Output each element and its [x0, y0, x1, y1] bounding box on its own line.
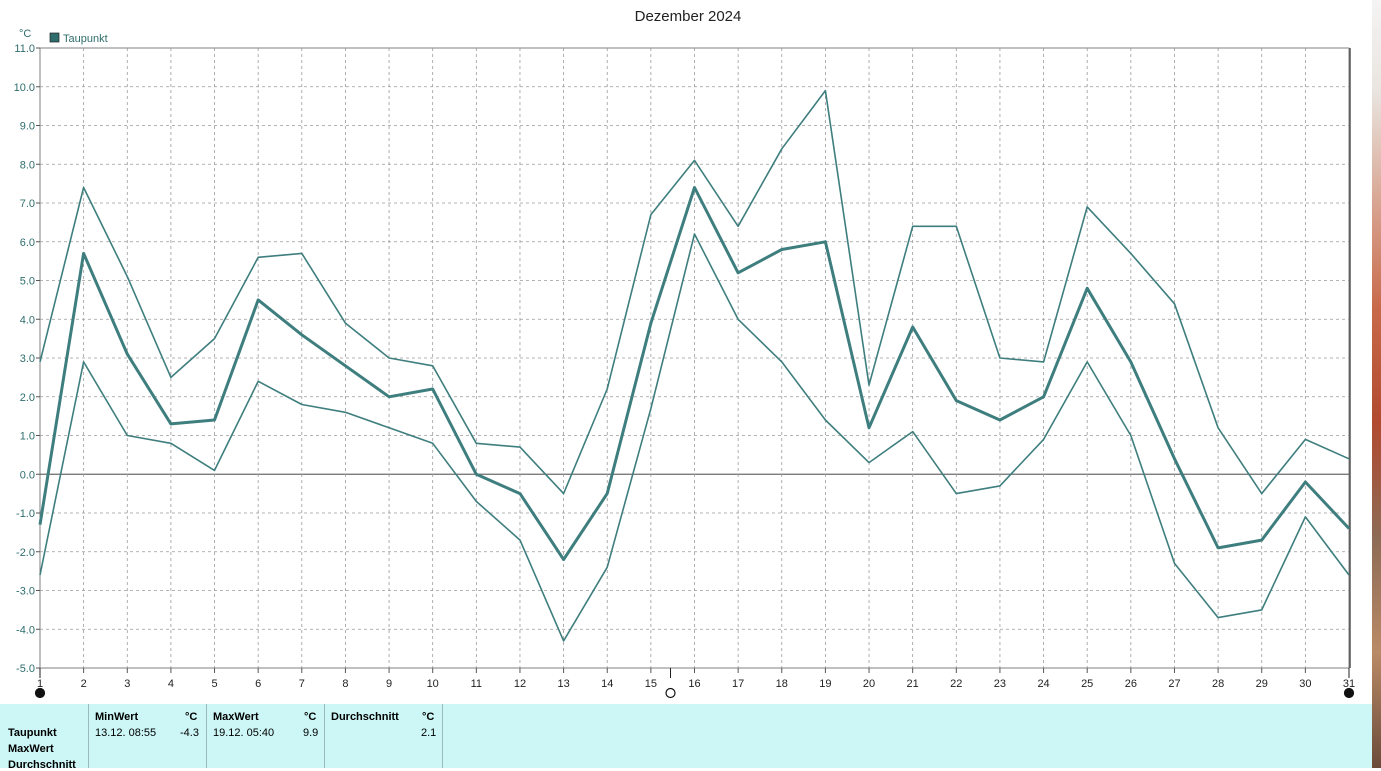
y-tick-label: -3.0	[16, 586, 35, 598]
min-date: 13.12. 08:55	[95, 727, 157, 739]
y-tick-label: -5.0	[16, 663, 35, 675]
chart-title: Dezember 2024	[635, 8, 742, 25]
max-date: 19.12. 05:40	[213, 727, 275, 739]
moon-phase-marker-filled	[34, 687, 46, 699]
x-tick-label: 9	[386, 678, 392, 690]
x-tick-label: 3	[124, 678, 130, 690]
x-tick-label: 18	[776, 678, 788, 690]
x-tick-label: 11	[471, 678, 482, 690]
y-tick-label: 7.0	[20, 198, 35, 210]
x-tick-label: 10	[427, 678, 439, 690]
series-line-min	[39, 233, 1350, 642]
x-tick-label: 7	[299, 678, 305, 690]
max-column: MaxWert °C 19.12. 05:40 9.9	[206, 704, 324, 768]
y-tick-label: 5.0	[20, 276, 35, 288]
x-tick-label: 29	[1256, 678, 1268, 690]
x-tick-label: 12	[514, 678, 526, 690]
x-tick-label: 6	[255, 678, 261, 690]
max-header: MaxWert	[213, 711, 259, 723]
x-tick-label: 30	[1299, 678, 1311, 690]
y-tick-labels: 11.0 10.0 9.0 8.0 7.0 6.0 5.0 4.0 3.0 2.0 1.0 0.0 -1…	[14, 43, 35, 675]
x-tick-label: 31	[1343, 678, 1355, 690]
y-tick-label: -1.0	[16, 508, 35, 520]
y-tick-label: 4.0	[20, 314, 35, 326]
x-tick-label: 14	[601, 678, 613, 690]
statistics-table: Taupunkt MaxWert Durchschnitt MinWert °C…	[0, 704, 1372, 771]
y-tick-label: 8.0	[20, 159, 35, 171]
avg-header: Durchschnitt	[331, 711, 399, 723]
x-tick-label: 26	[1125, 678, 1137, 690]
x-tick-labels: 1 2 3 4 5 6 7 8 9 10 11 12 13 14 15 16 17 18 19 20 21 22 23 24 2…	[37, 678, 1355, 690]
series-lines	[38, 89, 1351, 642]
x-tick-label: 19	[819, 678, 831, 690]
x-axis-markers	[34, 668, 1355, 699]
y-tick-label: 3.0	[20, 353, 35, 365]
x-tick-label: 8	[342, 678, 348, 690]
moon-phase-marker-filled	[1343, 687, 1355, 699]
x-tick-label: 25	[1081, 678, 1093, 690]
avg-unit: °C	[422, 711, 435, 723]
series-line-max	[39, 89, 1350, 495]
x-tick-label: 20	[863, 678, 875, 690]
x-tick-label: 27	[1168, 678, 1180, 690]
y-tick-label: -2.0	[16, 547, 35, 559]
grid-lines	[36, 47, 1350, 673]
x-tick-label: 28	[1212, 678, 1224, 690]
x-tick-label: 1	[37, 678, 43, 690]
x-tick-label: 24	[1037, 678, 1049, 690]
max-unit: °C	[304, 711, 317, 723]
row-label-durchschnitt: Durchschnitt	[8, 759, 76, 771]
min-value: -4.3	[180, 727, 199, 739]
y-tick-label: 9.0	[20, 121, 35, 133]
x-tick-label: 23	[994, 678, 1006, 690]
x-tick-label: 5	[211, 678, 217, 690]
legend: Taupunkt	[49, 32, 108, 45]
series-line-avg	[38, 186, 1351, 561]
x-tick-label: 13	[557, 678, 569, 690]
row-label-maxwert: MaxWert	[8, 743, 54, 755]
avg-column: Durchschnitt °C 2.1	[324, 704, 443, 768]
y-tick-label: -4.0	[16, 624, 35, 636]
legend-swatch	[49, 32, 60, 43]
x-tick-label: 15	[645, 678, 657, 690]
x-tick-label: 4	[168, 678, 174, 690]
x-tick-label: 21	[907, 678, 919, 690]
y-tick-label: 1.0	[20, 431, 35, 443]
x-tick-label: 16	[688, 678, 700, 690]
y-axis-unit-label: °C	[19, 28, 31, 40]
avg-value: 2.1	[421, 727, 437, 739]
y-tick-label: 0.0	[20, 469, 35, 481]
y-tick-label: 11.0	[14, 43, 35, 55]
legend-label: Taupunkt	[63, 33, 108, 45]
min-header: MinWert	[95, 711, 139, 723]
y-tick-label: 10.0	[14, 82, 35, 94]
moon-phase-marker-open	[665, 687, 676, 699]
y-tick-label: 6.0	[20, 237, 35, 249]
y-tick-label: 2.0	[20, 392, 35, 404]
background-edge-strip	[1372, 0, 1381, 768]
min-column: MinWert °C 13.12. 08:55 -4.3	[88, 704, 206, 768]
x-tick-label: 22	[950, 678, 962, 690]
max-value: 9.9	[303, 727, 319, 739]
min-unit: °C	[185, 711, 198, 723]
x-tick-label: 17	[732, 678, 744, 690]
dewpoint-chart: Dezember 2024 °C Taupunkt 11.010.09.08.0…	[14, 8, 1355, 699]
x-tick-label: 2	[81, 678, 87, 690]
row-label-taupunkt: Taupunkt	[8, 727, 57, 739]
